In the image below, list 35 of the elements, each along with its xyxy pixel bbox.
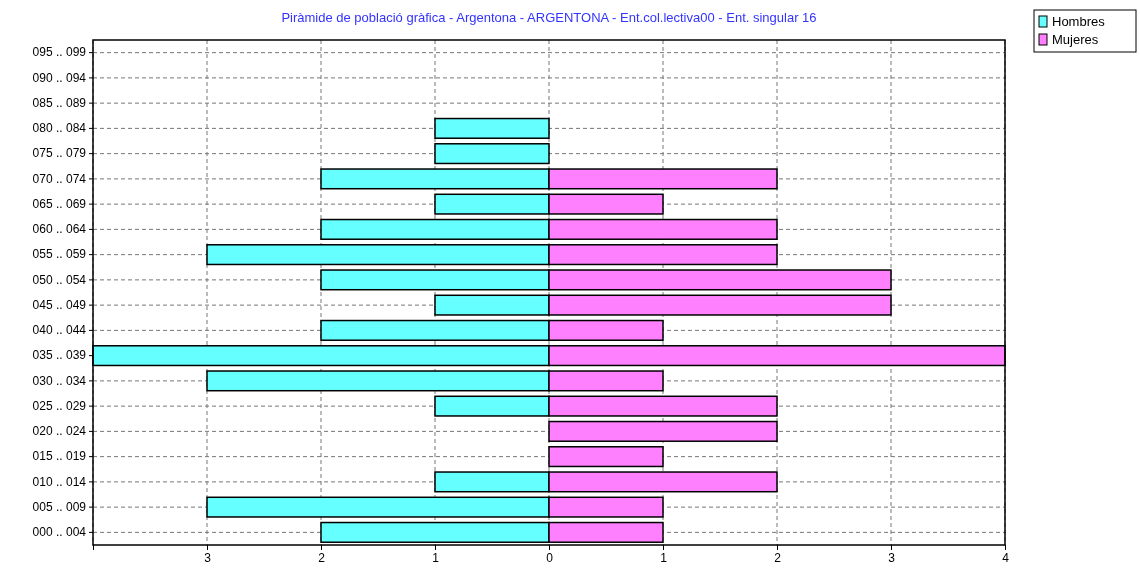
legend-label: Hombres bbox=[1052, 14, 1106, 29]
y-tick-label: 010 .. 014 bbox=[32, 474, 87, 489]
y-tick-label: 000 .. 004 bbox=[32, 525, 87, 540]
y-tick-label: 070 .. 074 bbox=[32, 171, 87, 186]
y-tick-label: 095 .. 099 bbox=[32, 45, 87, 60]
y-tick-label: 050 .. 054 bbox=[32, 272, 87, 287]
x-tick-label: 3 bbox=[888, 550, 896, 565]
x-tick-label: 2 bbox=[318, 550, 326, 565]
y-tick-label: 065 .. 069 bbox=[32, 196, 87, 211]
y-tick-label: 020 .. 024 bbox=[32, 424, 87, 439]
y-tick-label: 075 .. 079 bbox=[32, 146, 87, 161]
bar bbox=[548, 420, 778, 442]
y-tick-label: 040 .. 044 bbox=[32, 323, 87, 338]
y-tick-label: 055 .. 059 bbox=[32, 247, 87, 262]
x-tick-label: 2 bbox=[774, 550, 782, 565]
y-tick-label: 060 .. 064 bbox=[32, 222, 87, 237]
bar bbox=[548, 446, 664, 468]
y-tick-label: 005 .. 009 bbox=[32, 499, 87, 514]
bar bbox=[434, 117, 550, 139]
y-tick-label: 090 .. 094 bbox=[32, 70, 87, 85]
y-tick-label: 015 .. 019 bbox=[32, 449, 87, 464]
legend-label: Mujeres bbox=[1052, 32, 1099, 47]
x-tick-label: 1 bbox=[432, 550, 440, 565]
x-tick-label: 4 bbox=[1002, 550, 1010, 565]
y-tick-label: 030 .. 034 bbox=[32, 373, 87, 388]
y-tick-label: 085 .. 089 bbox=[32, 95, 87, 110]
y-tick-label: 080 .. 084 bbox=[32, 121, 87, 136]
bar bbox=[434, 143, 550, 165]
y-tick-label: 035 .. 039 bbox=[32, 348, 87, 363]
x-tick-label: 3 bbox=[204, 550, 212, 565]
y-tick-label: 025 .. 029 bbox=[32, 398, 87, 413]
y-tick-label: 045 .. 049 bbox=[32, 297, 87, 312]
x-tick-label: 1 bbox=[660, 550, 668, 565]
x-tick-label: 0 bbox=[546, 550, 554, 565]
chart-title: Piràmide de població gràfica - Argentona - ARGENTONA - Ent.col.lectiva00 - Ent. singular 16 bbox=[281, 10, 817, 25]
